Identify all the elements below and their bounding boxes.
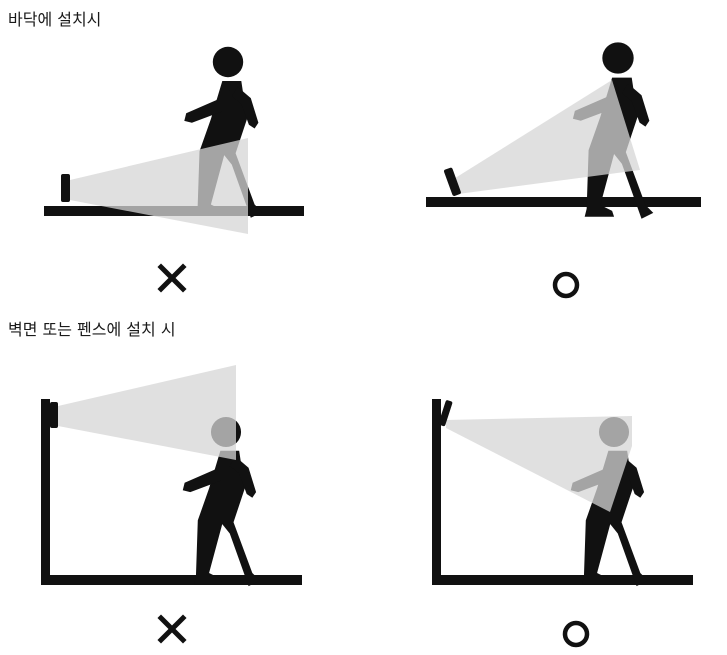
- circle-mark-icon: [562, 620, 590, 648]
- panel-wall-wrong: [41, 365, 302, 587]
- wall-line: [41, 399, 50, 585]
- panel-wall-correct: [432, 399, 693, 587]
- floor-line: [432, 575, 693, 585]
- sensor-beam: [452, 80, 640, 194]
- wall-line: [432, 399, 441, 585]
- x-mark-icon: [157, 263, 187, 293]
- sensor-icon: [438, 400, 453, 427]
- sensor-beam: [70, 138, 248, 234]
- sensor-icon: [50, 402, 58, 428]
- floor-line: [426, 197, 701, 207]
- x-mark-icon: [157, 614, 187, 644]
- floor-line: [41, 575, 302, 585]
- section-heading-wall: 벽면 또는 펜스에 설치 시: [8, 320, 176, 339]
- sensor-beam: [446, 416, 632, 512]
- sensor-icon: [61, 174, 70, 202]
- panel-floor-correct: [426, 42, 701, 219]
- sensor-beam: [58, 365, 236, 460]
- circle-mark-icon: [552, 271, 580, 299]
- sensor-icon: [444, 167, 461, 196]
- section-heading-floor: 바닥에 설치시: [8, 10, 102, 29]
- panel-floor-wrong: [44, 46, 304, 234]
